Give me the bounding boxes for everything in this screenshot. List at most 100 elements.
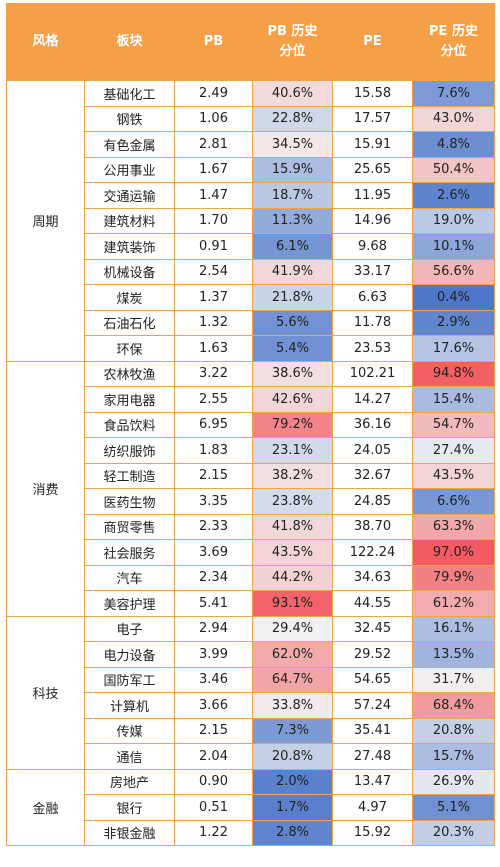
table-body: 周期 基础化工 2.49 40.6% 15.58 7.6% 钢铁 1.06 22.8% 17.57… <box>6 80 495 846</box>
header-sector: 板块 <box>84 3 175 81</box>
table-row: 通信 2.04 20.8% 27.48 15.7% <box>7 743 495 770</box>
sector-cell: 煤炭 <box>84 284 175 311</box>
style-group-label: 消费 <box>6 360 85 617</box>
pb-cell: 3.35 <box>174 488 253 515</box>
pb-cell: 6.95 <box>174 411 253 438</box>
pe-percentile-cell: 31.7% <box>412 666 495 693</box>
sector-cell: 非银金融 <box>84 819 175 846</box>
pe-percentile-cell: 15.7% <box>412 743 495 770</box>
sector-cell: 计算机 <box>84 692 175 719</box>
pb-cell: 3.46 <box>174 666 253 693</box>
pb-cell: 1.22 <box>174 819 253 846</box>
pb-percentile-cell: 21.8% <box>252 284 333 311</box>
table-row: 电力设备 3.99 62.0% 29.52 13.5% <box>7 641 495 668</box>
pe-cell: 15.92 <box>332 819 413 846</box>
table-row: 科技 电子 2.94 29.4% 32.45 16.1% <box>6 615 495 770</box>
sector-cell: 食品饮料 <box>84 411 175 438</box>
pe-percentile-cell: 7.6% <box>412 80 495 107</box>
sector-cell: 商贸零售 <box>84 513 175 540</box>
pb-percentile-cell: 93.1% <box>252 590 333 617</box>
table-row: 建筑装饰 0.91 6.1% 9.68 10.1% <box>7 233 495 260</box>
header-pe-percentile-line2: 分位 <box>440 44 467 59</box>
pb-percentile-cell: 79.2% <box>252 411 333 438</box>
pe-cell: 122.24 <box>332 539 413 566</box>
pb-cell: 0.90 <box>174 768 253 795</box>
pe-cell: 27.48 <box>332 743 413 770</box>
sector-cell: 传媒 <box>84 717 175 744</box>
header-pe: PE <box>332 3 413 81</box>
pe-percentile-cell: 4.8% <box>412 131 495 158</box>
sector-cell: 家用电器 <box>84 386 175 413</box>
pb-percentile-cell: 15.9% <box>252 156 333 183</box>
sector-cell: 机械设备 <box>84 258 175 285</box>
header-pb-percentile: PB 历史 分位 <box>252 3 333 81</box>
table-row: 建筑材料 1.70 11.3% 14.96 19.0% <box>7 207 495 234</box>
pb-percentile-cell: 43.5% <box>252 539 333 566</box>
pb-cell: 2.55 <box>174 386 253 413</box>
pe-cell: 14.96 <box>332 207 413 234</box>
pe-cell: 11.95 <box>332 182 413 209</box>
pb-cell: 0.51 <box>174 794 253 821</box>
table-row: 汽车 2.34 44.2% 34.63 79.9% <box>7 564 495 591</box>
pb-percentile-cell: 23.1% <box>252 437 333 464</box>
pb-percentile-cell: 23.8% <box>252 488 333 515</box>
pb-cell: 3.22 <box>174 360 253 387</box>
pe-cell: 38.70 <box>332 513 413 540</box>
pe-percentile-cell: 16.1% <box>412 615 495 642</box>
table-row: 国防军工 3.46 64.7% 54.65 31.7% <box>7 666 495 693</box>
pe-cell: 17.57 <box>332 105 413 132</box>
pb-cell: 2.34 <box>174 564 253 591</box>
pe-percentile-cell: 43.0% <box>412 105 495 132</box>
pe-cell: 32.45 <box>332 615 413 642</box>
pb-cell: 3.69 <box>174 539 253 566</box>
pe-percentile-cell: 63.3% <box>412 513 495 540</box>
table-row: 非银金融 1.22 2.8% 15.92 20.3% <box>7 819 495 846</box>
sector-cell: 轻工制造 <box>84 462 175 489</box>
pb-percentile-cell: 62.0% <box>252 641 333 668</box>
pb-percentile-cell: 20.8% <box>252 743 333 770</box>
pb-cell: 1.37 <box>174 284 253 311</box>
pe-percentile-cell: 50.4% <box>412 156 495 183</box>
pe-percentile-cell: 13.5% <box>412 641 495 668</box>
valuation-table: 风格 板块 PB PB 历史 分位 PE PE 历史 分位 周期 基础化工 2.49 40… <box>6 3 495 846</box>
sector-cell: 房地产 <box>84 768 175 795</box>
sector-cell: 基础化工 <box>84 80 175 107</box>
table-row: 银行 0.51 1.7% 4.97 5.1% <box>7 794 495 821</box>
header-pb-percentile-line1: PB 历史 <box>267 24 318 39</box>
table-row: 消费 农林牧渔 3.22 38.6% 102.21 94.8% <box>6 360 495 617</box>
pb-percentile-cell: 33.8% <box>252 692 333 719</box>
pe-percentile-cell: 0.4% <box>412 284 495 311</box>
sector-cell: 建筑装饰 <box>84 233 175 260</box>
pe-percentile-cell: 43.5% <box>412 462 495 489</box>
pe-percentile-cell: 68.4% <box>412 692 495 719</box>
pb-cell: 2.49 <box>174 80 253 107</box>
pb-percentile-cell: 5.4% <box>252 335 333 362</box>
pb-percentile-cell: 38.6% <box>252 360 333 387</box>
pb-percentile-cell: 2.8% <box>252 819 333 846</box>
pe-cell: 15.58 <box>332 80 413 107</box>
pe-cell: 32.67 <box>332 462 413 489</box>
sector-cell: 电子 <box>84 615 175 642</box>
pe-cell: 44.55 <box>332 590 413 617</box>
pb-cell: 1.83 <box>174 437 253 464</box>
pb-percentile-cell: 6.1% <box>252 233 333 260</box>
pe-cell: 36.16 <box>332 411 413 438</box>
sector-cell: 公用事业 <box>84 156 175 183</box>
sector-cell: 社会服务 <box>84 539 175 566</box>
pb-cell: 2.15 <box>174 717 253 744</box>
header-row: 风格 板块 PB PB 历史 分位 PE PE 历史 分位 <box>6 3 495 81</box>
table-row: 环保 1.63 5.4% 23.53 17.6% <box>7 335 495 362</box>
table-row: 有色金属 2.81 34.5% 15.91 4.8% <box>7 131 495 158</box>
pe-percentile-cell: 10.1% <box>412 233 495 260</box>
sector-cell: 有色金属 <box>84 131 175 158</box>
sector-cell: 汽车 <box>84 564 175 591</box>
pe-cell: 11.78 <box>332 309 413 336</box>
pb-cell: 2.15 <box>174 462 253 489</box>
pb-cell: 1.70 <box>174 207 253 234</box>
sector-cell: 美容护理 <box>84 590 175 617</box>
pe-cell: 9.68 <box>332 233 413 260</box>
pe-percentile-cell: 56.6% <box>412 258 495 285</box>
pe-percentile-cell: 17.6% <box>412 335 495 362</box>
table-row: 纺织服饰 1.83 23.1% 24.05 27.4% <box>7 437 495 464</box>
sector-cell: 医药生物 <box>84 488 175 515</box>
